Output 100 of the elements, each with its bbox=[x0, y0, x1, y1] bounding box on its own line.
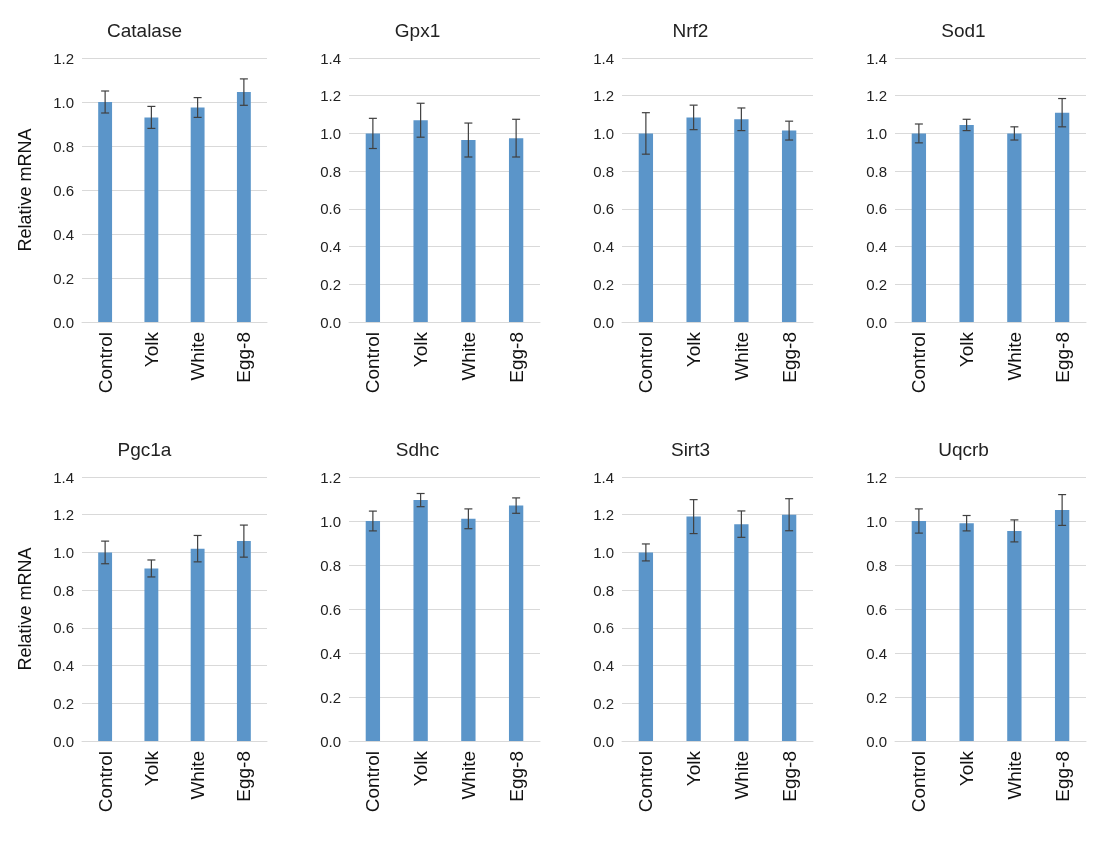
x-tick-label: Yolk bbox=[956, 331, 978, 368]
y-tick-label: 0.4 bbox=[53, 225, 74, 243]
bar bbox=[686, 117, 701, 322]
y-tick-label: 0.8 bbox=[53, 137, 74, 155]
bar bbox=[461, 140, 476, 322]
y-tick-label: 0.0 bbox=[320, 313, 341, 331]
x-tick-label: Egg-8 bbox=[505, 332, 527, 383]
x-tick-label: Control bbox=[635, 332, 657, 394]
x-tick-label: Control bbox=[362, 751, 384, 813]
y-tick-label: 0.2 bbox=[866, 275, 887, 293]
y-tick-label: 1.4 bbox=[53, 468, 74, 486]
y-tick-label: 0.6 bbox=[320, 200, 341, 218]
y-tick-label: 1.2 bbox=[593, 506, 614, 524]
x-tick-label: Yolk bbox=[956, 750, 978, 787]
x-tick-label: Control bbox=[94, 751, 116, 813]
bar bbox=[413, 500, 428, 741]
y-tick-label: 0.8 bbox=[53, 581, 74, 599]
x-tick-label: Control bbox=[908, 332, 930, 394]
y-tick-label: 0.6 bbox=[593, 619, 614, 637]
bar bbox=[508, 138, 524, 322]
bar bbox=[190, 107, 205, 322]
bar bbox=[413, 120, 428, 322]
y-tick-label: 1.0 bbox=[320, 124, 341, 142]
y-tick-label: 0.8 bbox=[866, 162, 887, 180]
x-tick-label: White bbox=[730, 332, 752, 381]
y-tick-label: 1.0 bbox=[593, 124, 614, 142]
chart-title: Uqcrb bbox=[938, 439, 989, 460]
bar bbox=[236, 541, 251, 741]
y-tick-label: 0.4 bbox=[866, 644, 887, 662]
y-tick-label: 1.2 bbox=[53, 506, 74, 524]
y-tick-label: 0.0 bbox=[593, 732, 614, 750]
y-tick-label: 0.2 bbox=[53, 269, 74, 287]
y-tick-label: 0.0 bbox=[53, 732, 74, 750]
y-tick-label: 0.2 bbox=[320, 275, 341, 293]
y-tick-label: 1.0 bbox=[866, 124, 887, 142]
x-tick-label: Yolk bbox=[410, 331, 432, 368]
chart-title: Pgc1a bbox=[117, 439, 172, 460]
y-tick-label: 0.2 bbox=[320, 688, 341, 706]
y-tick-label: 0.2 bbox=[866, 688, 887, 706]
bar bbox=[190, 548, 205, 741]
y-tick-label: 0.0 bbox=[866, 313, 887, 331]
y-tick-label: 1.2 bbox=[320, 87, 341, 105]
x-tick-label: Control bbox=[362, 332, 384, 394]
bar bbox=[686, 516, 701, 741]
x-tick-label: Yolk bbox=[683, 750, 705, 787]
y-tick-label: 0.6 bbox=[53, 619, 74, 637]
x-tick-label: Yolk bbox=[140, 331, 162, 368]
bar bbox=[98, 102, 113, 322]
x-tick-label: Egg-8 bbox=[505, 751, 527, 802]
y-tick-label: 0.6 bbox=[53, 181, 74, 199]
x-tick-label: Egg-8 bbox=[778, 751, 800, 802]
y-tick-label: 1.0 bbox=[53, 93, 74, 111]
x-tick-label: White bbox=[1003, 332, 1025, 381]
y-tick-label: 0.4 bbox=[53, 657, 74, 675]
x-tick-label: Egg-8 bbox=[778, 332, 800, 383]
y-tick-label: 0.2 bbox=[53, 694, 74, 712]
y-tick-label: 1.0 bbox=[53, 543, 74, 561]
y-tick-label: 1.4 bbox=[593, 49, 614, 67]
x-tick-label: Control bbox=[94, 332, 116, 394]
chart-title: Gpx1 bbox=[394, 20, 441, 41]
bar bbox=[98, 552, 113, 741]
y-tick-label: 1.2 bbox=[53, 49, 74, 67]
x-tick-label: Yolk bbox=[140, 750, 162, 787]
y-tick-label: 0.0 bbox=[593, 313, 614, 331]
y-tick-label: 0.4 bbox=[593, 657, 614, 675]
x-tick-label: Control bbox=[635, 751, 657, 813]
bar bbox=[638, 552, 654, 741]
bar bbox=[508, 505, 524, 741]
x-tick-label: White bbox=[730, 751, 752, 800]
y-tick-label: 0.2 bbox=[593, 694, 614, 712]
bar bbox=[144, 568, 159, 741]
y-tick-label: 0.0 bbox=[53, 313, 74, 331]
bar bbox=[461, 518, 476, 741]
y-tick-label: 1.0 bbox=[866, 512, 887, 530]
y-tick-label: 1.0 bbox=[593, 543, 614, 561]
y-axis-title: Relative mRNA bbox=[15, 128, 35, 252]
chart-title: Catalase bbox=[107, 20, 182, 41]
x-tick-label: White bbox=[457, 751, 479, 800]
x-tick-label: Control bbox=[908, 751, 930, 813]
x-tick-label: Egg-8 bbox=[1051, 332, 1073, 383]
bar bbox=[144, 117, 159, 322]
y-tick-label: 1.2 bbox=[593, 87, 614, 105]
y-tick-label: 0.6 bbox=[866, 600, 887, 618]
bar bbox=[638, 133, 654, 322]
y-tick-label: 0.6 bbox=[593, 200, 614, 218]
y-tick-label: 1.4 bbox=[320, 49, 341, 67]
y-tick-label: 0.4 bbox=[866, 238, 887, 256]
x-tick-label: Yolk bbox=[410, 750, 432, 787]
y-tick-label: 1.4 bbox=[593, 468, 614, 486]
chart-title: Nrf2 bbox=[672, 20, 709, 41]
x-tick-label: Egg-8 bbox=[233, 751, 255, 802]
bar bbox=[781, 514, 797, 741]
y-tick-label: 0.4 bbox=[593, 238, 614, 256]
x-tick-label: White bbox=[1003, 751, 1025, 800]
x-tick-label: White bbox=[187, 751, 209, 800]
y-tick-label: 1.0 bbox=[320, 512, 341, 530]
bar bbox=[365, 133, 381, 322]
y-tick-label: 1.2 bbox=[320, 468, 341, 486]
bar bbox=[236, 92, 251, 322]
chart-title: Sdhc bbox=[395, 439, 440, 460]
